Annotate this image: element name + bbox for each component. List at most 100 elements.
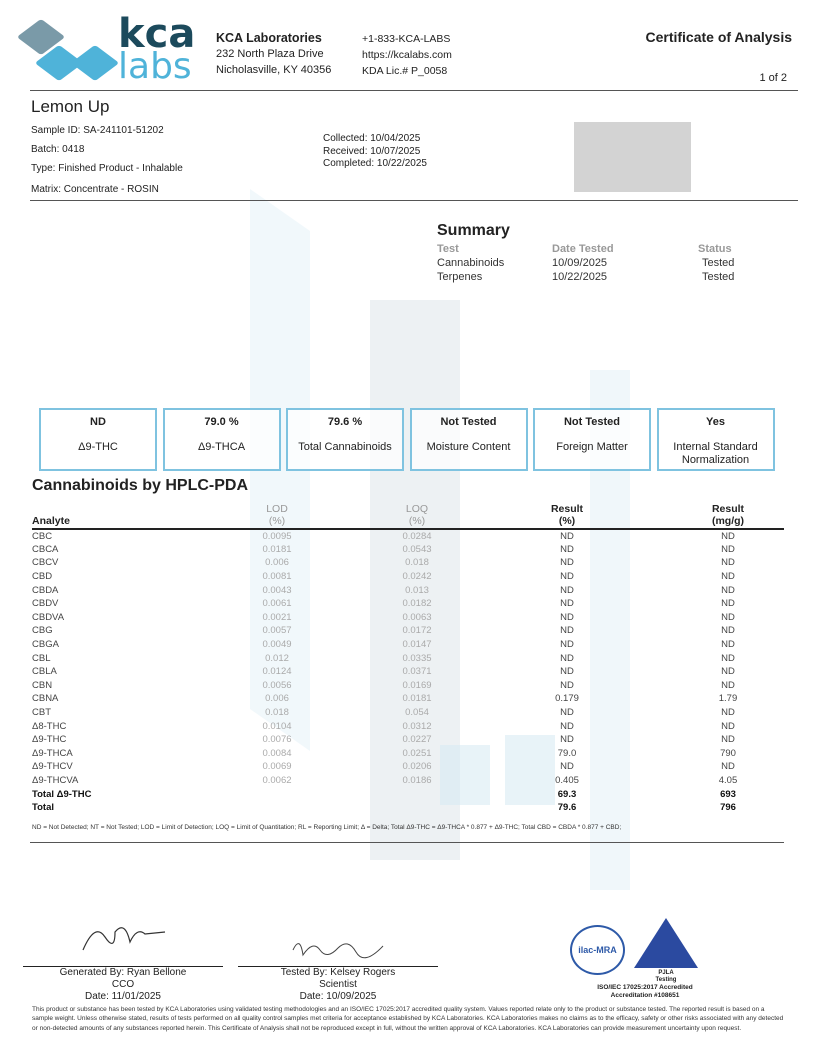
- box-value: Not Tested: [563, 416, 621, 428]
- result-mg: 790: [720, 747, 736, 759]
- ilac-mra-logo: ilac-MRA: [570, 925, 625, 975]
- received-date: Received: 10/07/2025: [323, 145, 421, 157]
- box-value: 79.0 %: [204, 416, 239, 428]
- section-title: Cannabinoids by HPLC-PDA: [32, 477, 249, 494]
- signature-block: Generated By: Ryan Bellone CCO Date: 11/01…: [23, 967, 223, 1003]
- lod: 0.0049: [262, 639, 292, 651]
- total-pct: 69.3: [557, 788, 577, 800]
- signature-block: Tested By: Kelsey Rogers Scientist Date: 1…: [238, 967, 438, 1003]
- lod: 0.0061: [262, 598, 292, 610]
- analyte: Δ9-THCA: [32, 747, 73, 759]
- loq: 0.0251: [402, 747, 432, 759]
- result-mg: ND: [721, 652, 735, 664]
- box-value: Not Tested: [440, 416, 497, 428]
- website-link[interactable]: https://kcalabs.com: [362, 49, 452, 61]
- analyte: CBCV: [32, 557, 59, 569]
- loq: 0.0063: [402, 611, 432, 623]
- lod: 0.012: [265, 652, 289, 664]
- result-pct: ND: [560, 571, 574, 583]
- box-label: Total Cannabinoids: [298, 441, 392, 453]
- result-pct: ND: [560, 639, 574, 651]
- result-mg: ND: [721, 666, 735, 678]
- signer-title: Scientist: [319, 979, 357, 990]
- result-mg: ND: [721, 611, 735, 623]
- loq: 0.0182: [402, 598, 432, 610]
- summary-box: Not Tested Moisture Content: [409, 408, 528, 471]
- company-name: KCA Laboratories: [216, 31, 322, 45]
- analyte: CBL: [32, 652, 51, 664]
- result-mg: ND: [721, 625, 735, 637]
- summary-table: Test Date Tested Status Cannabinoids 10/09/…: [437, 242, 747, 284]
- signer-title: CCO: [111, 979, 135, 990]
- license: KDA Lic.# P_0058: [362, 65, 448, 77]
- table-row: CBCV 0.006 0.018 ND ND: [32, 556, 784, 570]
- signature-ryan-bellone: [82, 927, 166, 951]
- result-pct: ND: [560, 761, 574, 773]
- analyte: Δ8-THC: [32, 720, 67, 732]
- summary-box: Yes Internal Standard Normalization: [656, 408, 775, 471]
- doc-title: Certificate of Analysis: [645, 29, 792, 45]
- col-result-mg: Result (mg/g): [672, 503, 784, 530]
- result-mg: 4.05: [718, 774, 738, 786]
- col-analyte: Analyte: [32, 503, 182, 530]
- result-mg: ND: [721, 530, 735, 542]
- table-row: Δ9-THCVA 0.0062 0.0186 0.405 4.05: [32, 774, 784, 788]
- result-pct: ND: [560, 666, 574, 678]
- lod: 0.0021: [262, 611, 292, 623]
- box-label: Δ9-THC: [78, 441, 118, 453]
- lod: 0.006: [265, 693, 289, 705]
- loq: 0.0284: [402, 530, 432, 542]
- loq: 0.0543: [402, 543, 432, 555]
- summary-row: Terpenes 10/22/2025 Tested: [437, 270, 747, 284]
- table-row: CBL 0.012 0.0335 ND ND: [32, 651, 784, 665]
- lod: 0.0081: [262, 571, 292, 583]
- total-pct: 79.6: [557, 802, 577, 814]
- result-mg: ND: [721, 584, 735, 596]
- analyte: CBGA: [32, 639, 59, 651]
- loq: 0.0181: [402, 693, 432, 705]
- result-mg: ND: [721, 720, 735, 732]
- result-pct: 0.179: [555, 693, 579, 705]
- table-row: CBT 0.018 0.054 ND ND: [32, 706, 784, 720]
- table-row: CBC 0.0095 0.0284 ND ND: [32, 529, 784, 543]
- collected-date: Collected: 10/04/2025: [323, 133, 421, 144]
- summary-box: 79.0 % Δ9-THCA: [162, 408, 281, 471]
- analyte: CBT: [32, 707, 51, 719]
- analyte: CBCA: [32, 543, 59, 555]
- lod: 0.0062: [262, 774, 292, 786]
- result-mg: ND: [721, 734, 735, 746]
- loq: 0.013: [405, 584, 429, 596]
- lod: 0.0124: [262, 666, 292, 678]
- result-mg: ND: [721, 543, 735, 555]
- kca-logo: kca labs: [16, 14, 198, 86]
- accreditation-number: Accreditation #108651: [610, 992, 680, 999]
- table-row: CBNA 0.006 0.0181 0.179 1.79: [32, 692, 784, 706]
- table-row: CBDA 0.0043 0.013 ND ND: [32, 583, 784, 597]
- table-row: CBG 0.0057 0.0172 ND ND: [32, 624, 784, 638]
- status: Tested: [702, 271, 735, 283]
- box-value: ND: [90, 416, 106, 428]
- analyte: CBDVA: [32, 611, 65, 623]
- analyte: CBDA: [32, 584, 59, 596]
- table-row: CBDV 0.0061 0.0182 ND ND: [32, 597, 784, 611]
- total-label: Total: [32, 802, 54, 814]
- test-name: Cannabinoids: [437, 257, 505, 269]
- lod: 0.006: [265, 557, 289, 569]
- footnote: ND = Not Detected; NT = Not Tested; LOD …: [32, 824, 622, 831]
- result-mg: 1.79: [718, 693, 738, 705]
- type: Type: Finished Product - Inhalable: [31, 163, 183, 174]
- pjla-logo: [634, 918, 698, 968]
- col-loq: LOQ (%): [372, 503, 462, 530]
- lod: 0.0181: [262, 543, 292, 555]
- table-row: Δ9-THCV 0.0069 0.0206 ND ND: [32, 760, 784, 774]
- box-label: Δ9-THCA: [197, 441, 246, 453]
- col-lod: LOD (%): [182, 503, 372, 530]
- result-pct: ND: [560, 543, 574, 555]
- table-row: Δ9-THCA 0.0084 0.0251 79.0 790: [32, 747, 784, 761]
- sample-id: Sample ID: SA-241101-51202: [31, 125, 164, 136]
- disclaimer: This product or substance has been teste…: [32, 1006, 784, 1032]
- box-label: Internal Standard Normalization: [673, 441, 758, 466]
- table-row: CBD 0.0081 0.0242 ND ND: [32, 570, 784, 584]
- phone: +1-833-KCA-LABS: [362, 33, 451, 45]
- result-pct: ND: [560, 720, 574, 732]
